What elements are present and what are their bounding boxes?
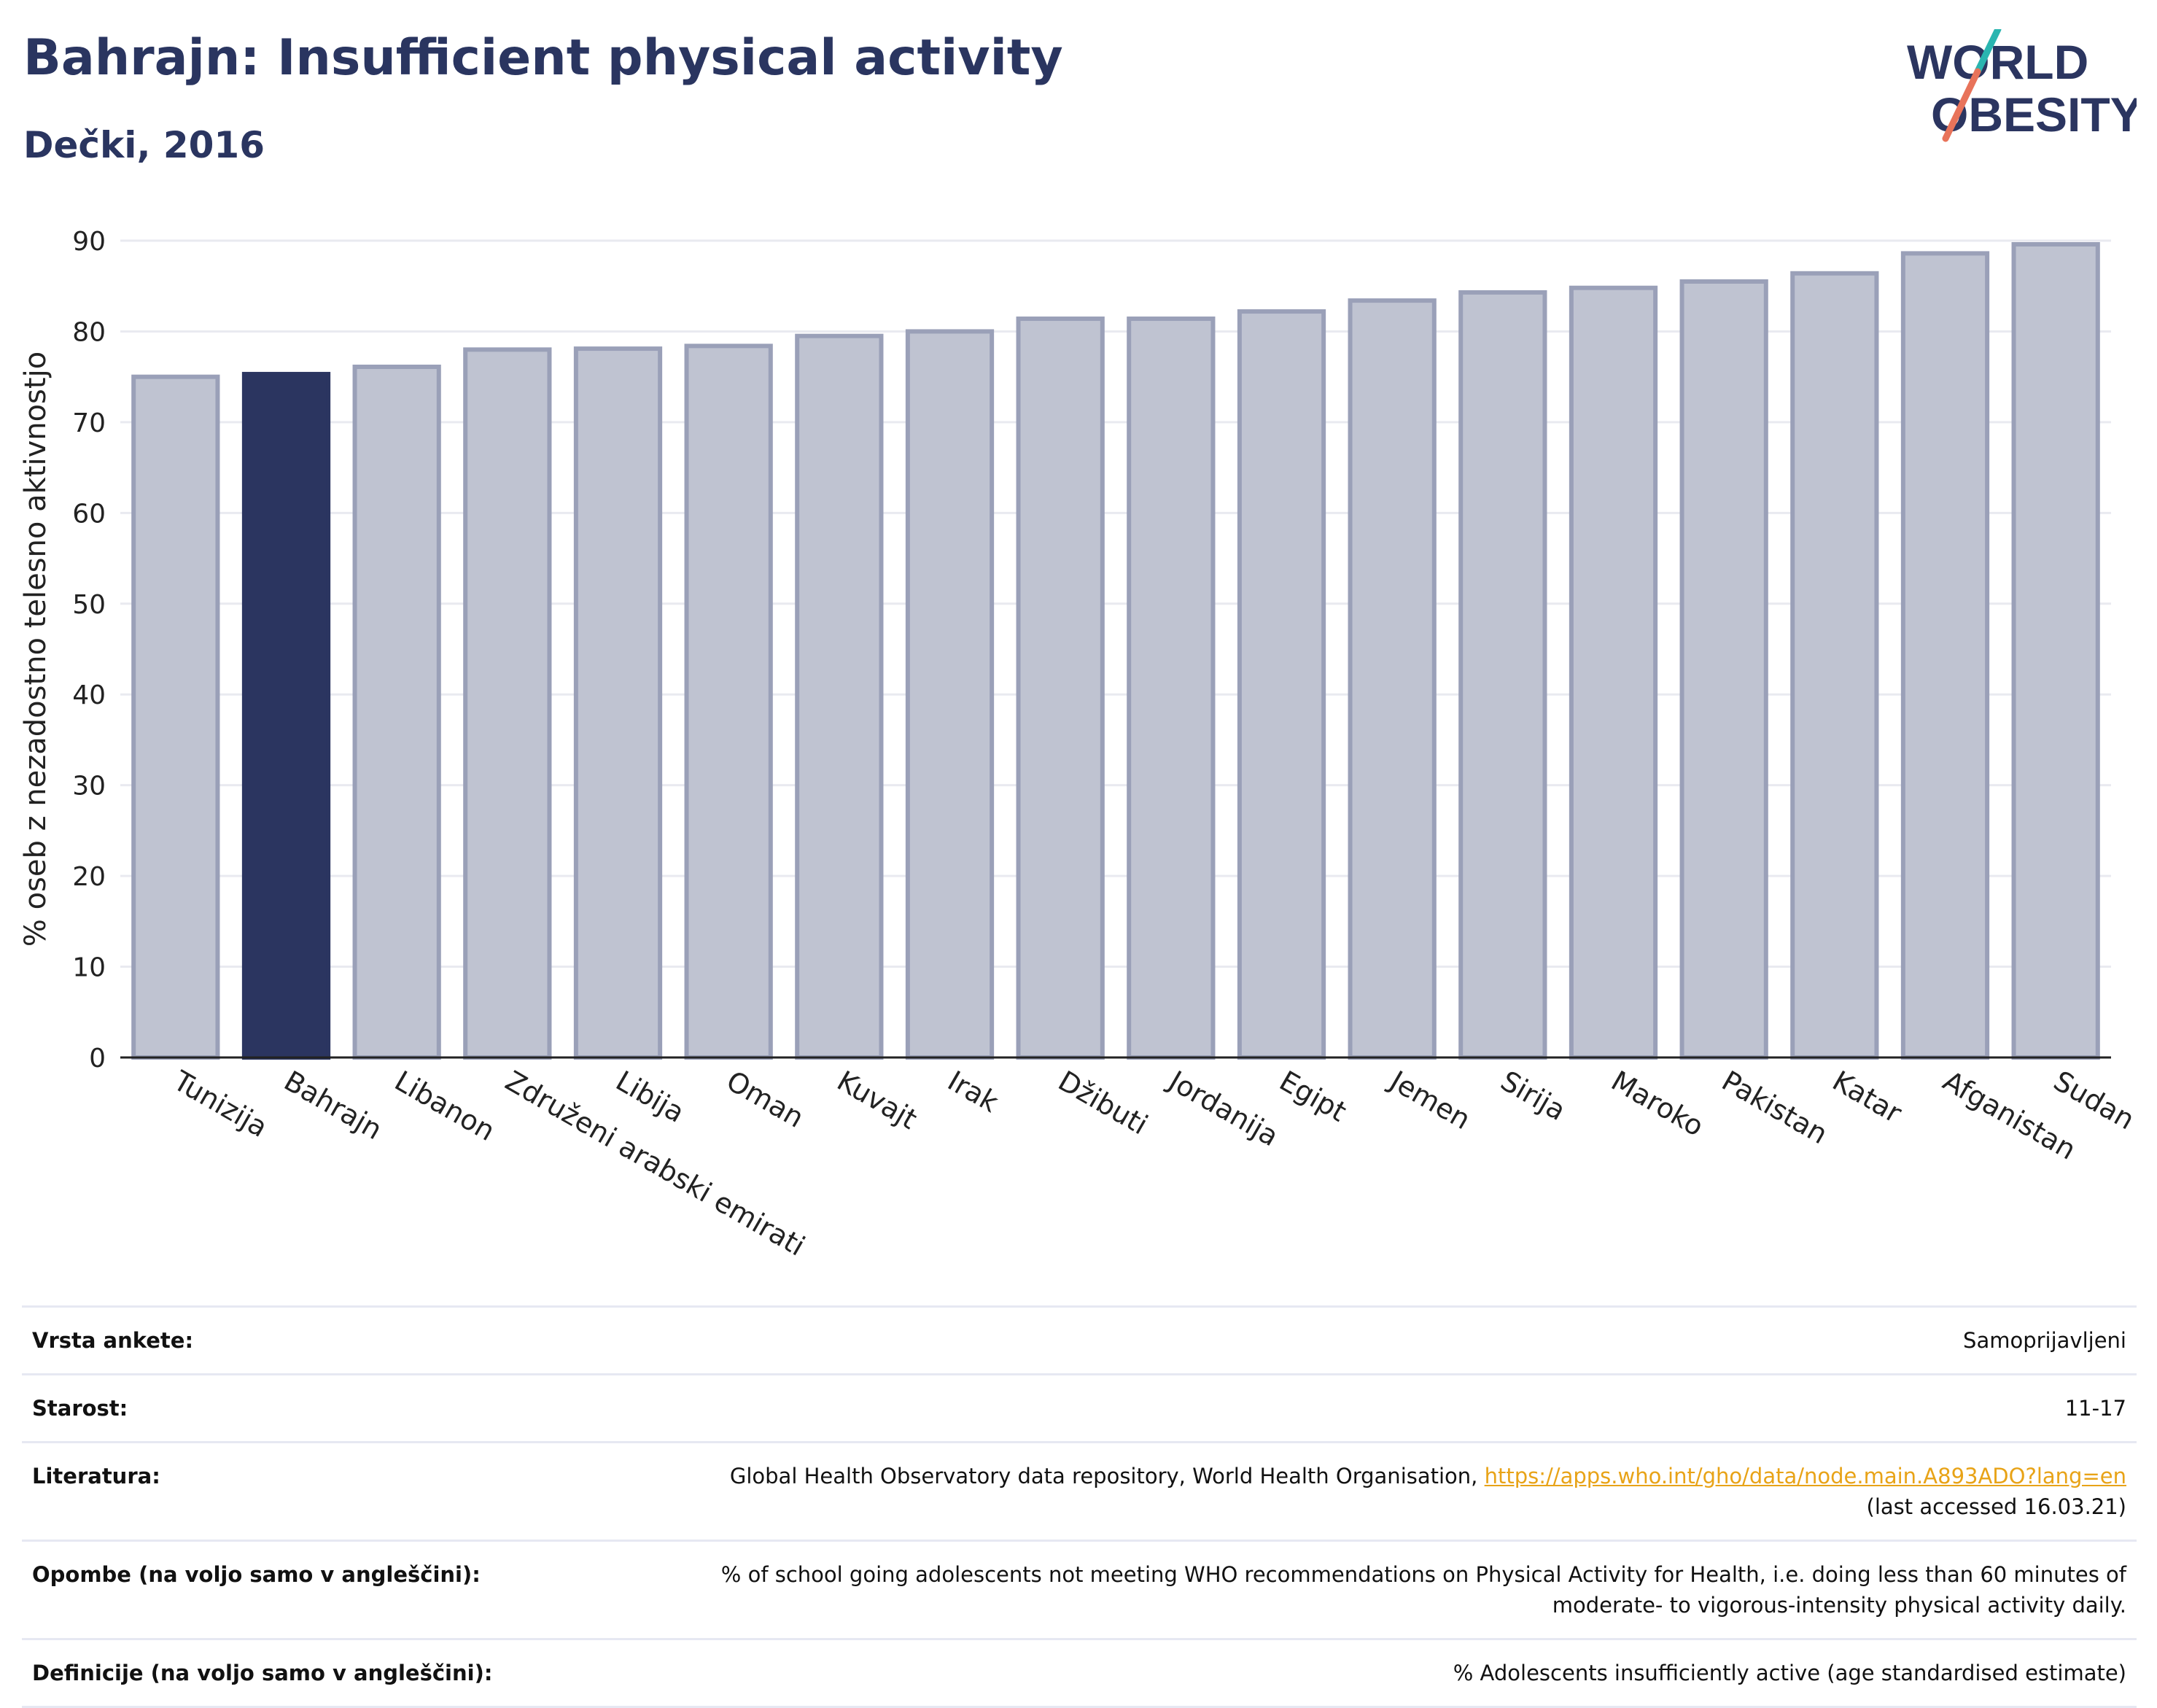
logo-line-1: WORLD xyxy=(1907,35,2088,89)
y-tick-label: 10 xyxy=(72,953,106,983)
y-tick-label: 60 xyxy=(72,499,106,529)
meta-value-cell: Global Health Observatory data repositor… xyxy=(626,1443,2137,1541)
bar xyxy=(1790,271,1879,1060)
meta-value: Samoprijavljeni xyxy=(1963,1328,2126,1353)
bar xyxy=(352,364,441,1060)
y-tick-label: 20 xyxy=(72,862,106,892)
bar xyxy=(684,343,773,1060)
bar xyxy=(1127,317,1216,1060)
page-title: Bahrajn: Insufficient physical activity xyxy=(23,29,1063,87)
bar xyxy=(1348,298,1437,1060)
metadata-table: Vrsta ankete: Samoprijavljeni Starost: 11-1… xyxy=(22,1305,2137,1708)
bar xyxy=(1900,251,1990,1060)
bar-chart: 0 10 20 30 40 50 60 70 80 90 Tunizija Bahrajn Liban… xyxy=(19,227,2140,1262)
bar xyxy=(1569,285,1658,1060)
logo-slash-teal xyxy=(1974,29,2002,75)
x-tick-label: Jemen xyxy=(1383,1064,1476,1136)
bar xyxy=(905,329,995,1060)
bar xyxy=(1016,317,1105,1060)
meta-row: Definicije (na voljo samo v angleščini):… xyxy=(22,1639,2137,1707)
meta-value: Global Health Observatory data repositor… xyxy=(729,1464,1485,1488)
meta-value: % of school going adolescents not meetin… xyxy=(720,1562,2126,1618)
x-tick-label: Tunizija xyxy=(168,1064,273,1144)
meta-value-cell: 11-17 xyxy=(626,1375,2137,1443)
meta-key: Literatura: xyxy=(32,1464,160,1488)
bar xyxy=(1237,309,1326,1060)
meta-value-cell: % of school going adolescents not meetin… xyxy=(626,1541,2137,1639)
y-tick-label: 30 xyxy=(72,772,106,801)
bar-highlight xyxy=(241,371,331,1060)
y-tick-label: 0 xyxy=(89,1044,106,1074)
x-tick-label: Sirija xyxy=(1496,1065,1571,1127)
y-axis-ticks: 0 10 20 30 40 50 60 70 80 90 xyxy=(72,227,106,1074)
x-tick-label: Oman xyxy=(721,1065,809,1134)
x-tick-label: Egipt xyxy=(1274,1065,1352,1128)
page-subtitle: Dečki, 2016 xyxy=(23,124,265,166)
world-obesity-logo: WORLD OBESITY xyxy=(1907,29,2137,142)
bar xyxy=(1458,290,1547,1060)
x-tick-label: Kuvajt xyxy=(832,1065,922,1136)
bar xyxy=(573,346,663,1060)
bar xyxy=(463,347,552,1060)
y-tick-label: 70 xyxy=(72,408,106,438)
x-tick-label: Irak xyxy=(942,1065,1003,1119)
meta-key: Definicije (na voljo samo v angleščini): xyxy=(32,1661,493,1685)
meta-value-cell: Samoprijavljeni xyxy=(626,1307,2137,1375)
y-tick-label: 40 xyxy=(72,680,106,710)
bar xyxy=(1679,279,1768,1060)
y-axis-label: % oseb z nezadostno telesno aktivnostjo xyxy=(19,352,53,947)
meta-row: Starost: 11-17 xyxy=(22,1374,2137,1443)
meta-row: Literatura: Global Health Observatory dat… xyxy=(22,1442,2137,1541)
bar xyxy=(131,374,220,1060)
x-tick-label: Jordanija xyxy=(1162,1064,1284,1153)
bar xyxy=(795,333,884,1060)
x-tick-label: Džibuti xyxy=(1053,1065,1154,1141)
x-tick-label: Libija xyxy=(610,1065,690,1129)
x-tick-label: Katar xyxy=(1827,1065,1908,1130)
x-axis-labels: Tunizija Bahrajn Libanon Združeni arabski e… xyxy=(168,1064,2140,1262)
x-tick-label: Libanon xyxy=(389,1065,500,1147)
logo-slash-coral xyxy=(1942,68,1981,142)
y-tick-label: 50 xyxy=(72,590,106,620)
x-tick-label: Sudan xyxy=(2048,1065,2140,1136)
bars xyxy=(131,241,2100,1060)
meta-value-note: (last accessed 16.03.21) xyxy=(1866,1494,2126,1519)
meta-key: Vrsta ankete: xyxy=(32,1328,194,1353)
y-tick-label: 90 xyxy=(72,227,106,257)
y-tick-label: 80 xyxy=(72,317,106,347)
meta-value: % Adolescents insufficiently active (age… xyxy=(1453,1661,2126,1685)
meta-value: 11-17 xyxy=(2064,1396,2126,1421)
reference-link[interactable]: https://apps.who.int/gho/data/node.main.… xyxy=(1484,1464,2126,1488)
x-tick-label: Maroko xyxy=(1606,1065,1709,1143)
meta-key: Starost: xyxy=(32,1396,128,1421)
logo-line-2: OBESITY xyxy=(1931,88,2137,141)
bar xyxy=(2011,241,2100,1060)
meta-key: Opombe (na voljo samo v angleščini): xyxy=(32,1562,481,1587)
x-tick-label: Bahrajn xyxy=(279,1065,387,1146)
x-tick-label: Pakistan xyxy=(1717,1065,1833,1151)
meta-value-cell: % Adolescents insufficiently active (age… xyxy=(626,1639,2137,1707)
meta-row: Opombe (na voljo samo v angleščini): % of… xyxy=(22,1540,2137,1639)
meta-row: Vrsta ankete: Samoprijavljeni xyxy=(22,1306,2137,1375)
